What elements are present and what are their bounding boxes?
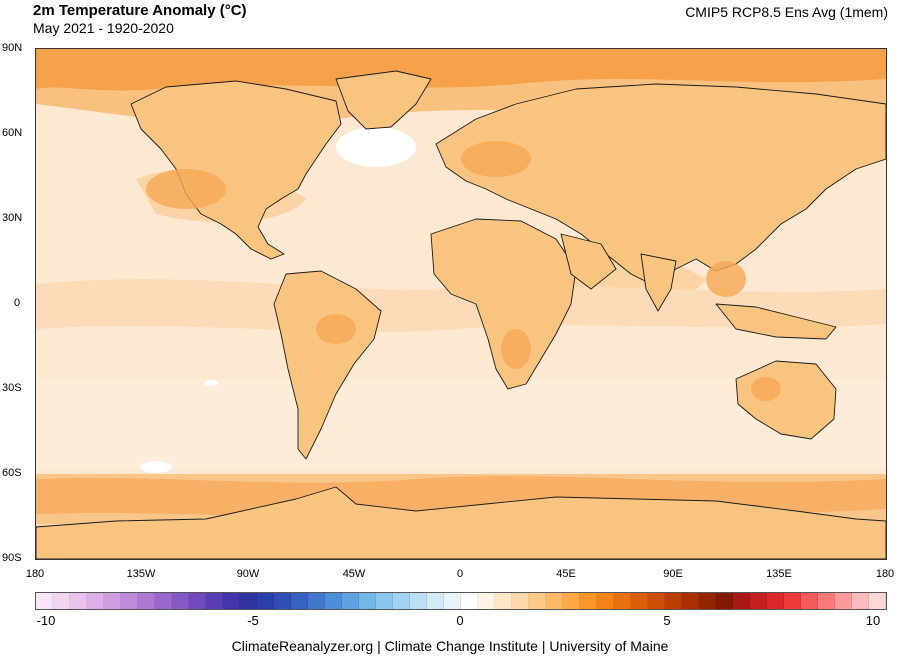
colorbar-cell <box>104 593 121 609</box>
colorbar-cell <box>257 593 274 609</box>
colorbar-cell <box>444 593 461 609</box>
colorbar-label-max: 10 <box>865 613 881 628</box>
colorbar-cell <box>359 593 376 609</box>
colorbar-cell <box>121 593 138 609</box>
colorbar-cell <box>801 593 818 609</box>
colorbar-cell <box>87 593 104 609</box>
lon-label-135w: 135W <box>126 568 156 580</box>
colorbar-cell <box>716 593 733 609</box>
lon-label-45w: 45W <box>342 568 366 580</box>
colorbar-label-neg5: -5 <box>247 613 259 628</box>
colorbar-label-pos5: 5 <box>663 613 671 628</box>
lat-label-0: 0 <box>14 297 21 309</box>
chart-title: 2m Temperature Anomaly (°C) <box>33 2 247 19</box>
colorbar-cell <box>342 593 359 609</box>
colorbar-cell <box>699 593 716 609</box>
lon-label-90e: 90E <box>663 568 683 580</box>
lon-label-135e: 135E <box>766 568 792 580</box>
colorbar-cell <box>393 593 410 609</box>
colorbar-cell <box>495 593 512 609</box>
model-label: CMIP5 RCP8.5 Ens Avg (1mem) <box>685 4 888 20</box>
colorbar-cell <box>274 593 291 609</box>
colorbar-cell <box>682 593 699 609</box>
colorbar-cell <box>325 593 342 609</box>
colorbar-cell <box>852 593 869 609</box>
colorbar-cell <box>614 593 631 609</box>
colorbar-cell <box>155 593 172 609</box>
colorbar-cell <box>818 593 835 609</box>
lon-label-90w: 90W <box>236 568 260 580</box>
colorbar-cell <box>223 593 240 609</box>
lon-label-0: 0 <box>456 568 464 580</box>
colorbar-label-zero: 0 <box>456 613 464 628</box>
colorbar-cell <box>750 593 767 609</box>
colorbar-cell <box>869 593 886 609</box>
colorbar-cell <box>665 593 682 609</box>
world-map-svg <box>36 49 886 559</box>
colorbar-cell <box>648 593 665 609</box>
colorbar-cell <box>512 593 529 609</box>
lon-label-180e: 180 <box>875 568 895 580</box>
colorbar-cell <box>138 593 155 609</box>
colorbar-cell <box>546 593 563 609</box>
colorbar-cell <box>291 593 308 609</box>
colorbar-cell <box>835 593 852 609</box>
lon-label-45e: 45E <box>556 568 576 580</box>
colorbar-cell <box>172 593 189 609</box>
colorbar-cell <box>36 593 53 609</box>
chart-subtitle: May 2021 - 1920-2020 <box>33 20 174 36</box>
lat-label-30s: 30S <box>2 382 22 394</box>
lat-label-90n: 90N <box>2 42 23 54</box>
color-scale-bar <box>35 592 887 610</box>
colorbar-cell <box>308 593 325 609</box>
lat-label-90s: 90S <box>2 552 22 564</box>
colorbar-cell <box>631 593 648 609</box>
colorbar-cell <box>563 593 580 609</box>
colorbar-cell <box>767 593 784 609</box>
colorbar-cell <box>580 593 597 609</box>
colorbar-cell <box>597 593 614 609</box>
colorbar-cell <box>410 593 427 609</box>
colorbar-cell <box>529 593 546 609</box>
colorbar-cell <box>784 593 801 609</box>
colorbar-cell <box>189 593 206 609</box>
lat-label-60n: 60N <box>2 127 23 139</box>
colorbar-cell <box>240 593 257 609</box>
colorbar-cell <box>376 593 393 609</box>
colorbar-cell <box>427 593 444 609</box>
colorbar-cell <box>70 593 87 609</box>
colorbar-cell <box>206 593 223 609</box>
anomaly-map <box>35 48 887 560</box>
lat-label-60s: 60S <box>2 467 22 479</box>
lat-label-30n: 30N <box>2 212 23 224</box>
lon-label-180w: 180 <box>25 568 45 580</box>
colorbar-cell <box>478 593 495 609</box>
colorbar-label-min: -10 <box>36 613 56 628</box>
colorbar-cell <box>53 593 70 609</box>
colorbar-cell <box>461 593 478 609</box>
colorbar-cell <box>733 593 750 609</box>
credit-line: ClimateReanalyzer.org | Climate Change I… <box>231 638 669 654</box>
